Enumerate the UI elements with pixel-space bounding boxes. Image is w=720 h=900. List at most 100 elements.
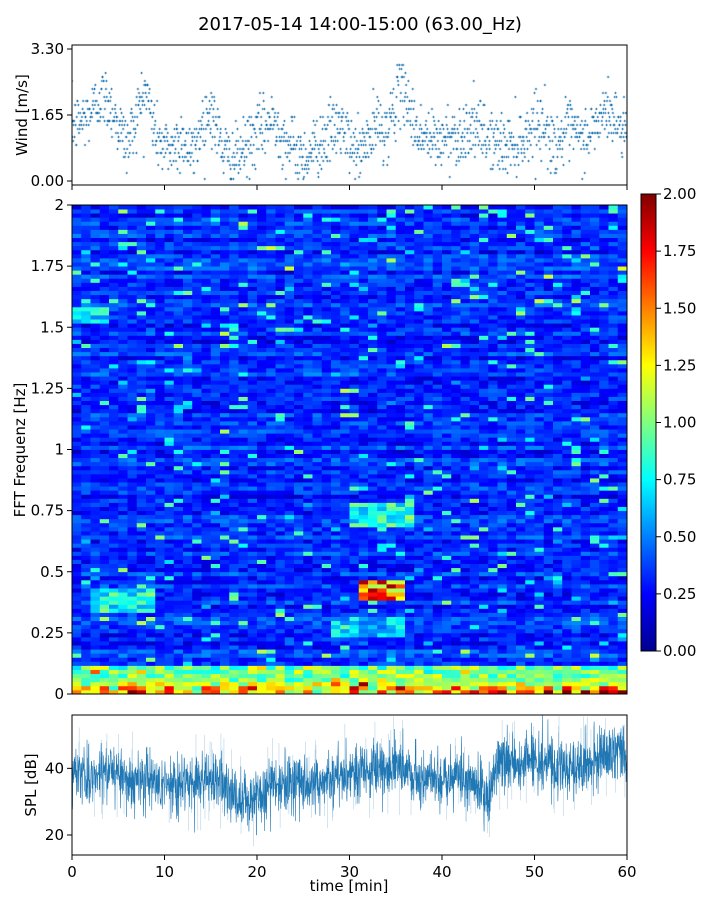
spectrogram-cell <box>90 641 101 646</box>
spectrogram-cell <box>136 319 147 324</box>
spectrogram-cell <box>294 412 304 418</box>
spectrogram-cell <box>377 518 387 524</box>
spectrogram-cell <box>229 653 239 658</box>
spectrogram-cell <box>109 441 119 446</box>
spectrogram-cell <box>201 669 212 675</box>
spectrogram-cell <box>331 571 341 577</box>
spectrogram-cell <box>229 596 239 601</box>
spectrogram-cell <box>146 241 156 247</box>
spectrogram-cell <box>414 363 424 369</box>
spectrogram-cell <box>136 257 147 263</box>
spectrogram-cell <box>358 429 369 434</box>
spectrogram-cell <box>81 539 91 544</box>
spectrogram-cell <box>358 600 369 605</box>
spectrogram-cell <box>303 335 313 340</box>
spectrogram-cell <box>257 335 267 340</box>
spectrogram-cell <box>386 673 397 679</box>
spectrogram-cell <box>201 604 212 609</box>
spectrogram-cell <box>238 274 249 279</box>
spectrogram-cell <box>414 400 424 406</box>
spectrogram-cell <box>368 465 378 471</box>
spectrogram-cell <box>442 669 452 675</box>
spectrogram-cell <box>340 469 350 475</box>
spectrogram-cell <box>451 657 461 662</box>
spectrogram-cell <box>192 636 202 642</box>
spectrogram-cell <box>358 217 369 222</box>
spectrogram-cell <box>183 416 193 422</box>
spectrogram-cell <box>294 449 304 454</box>
spectrogram-cell <box>275 588 286 593</box>
spectrogram-cell <box>90 359 101 365</box>
spectrogram-cell <box>136 412 147 418</box>
spectrogram-cell <box>109 400 119 406</box>
spectrogram-cell <box>164 567 175 573</box>
spectrogram-cell <box>294 388 304 393</box>
spectrogram-cell <box>173 233 184 238</box>
spectrogram-cell <box>275 482 286 487</box>
spectrogram-cell <box>220 645 230 650</box>
spectrogram-cell <box>81 327 91 332</box>
spectrogram-cell <box>405 600 415 605</box>
spectrogram-cell <box>247 404 258 410</box>
spectrogram-cell <box>451 685 461 691</box>
spectrogram-cell <box>99 506 110 512</box>
spectrogram-cell <box>423 388 434 393</box>
spectrogram-cell <box>118 457 128 463</box>
spectrogram-cell <box>183 510 193 516</box>
spectrogram-cell <box>257 669 267 675</box>
spectrogram-cell <box>247 396 258 401</box>
spectrogram-cell <box>358 392 369 397</box>
spectrogram-cell <box>395 209 406 214</box>
spectrogram-cell <box>109 245 119 251</box>
spectrogram-cell <box>331 526 341 532</box>
spectrogram-cell <box>118 596 128 601</box>
spectrogram-cell <box>349 498 360 503</box>
spectrogram-cell <box>81 510 91 516</box>
spectrogram-cell <box>294 596 304 601</box>
spectrogram-cell <box>164 502 175 507</box>
spectrogram-cell <box>358 657 369 662</box>
spectrogram-cell <box>72 213 82 218</box>
spectrogram-cell <box>201 339 212 344</box>
spectrogram-cell <box>210 689 221 695</box>
spectrogram-cell <box>210 396 221 401</box>
spectrogram-cell <box>349 559 360 564</box>
spectrogram-cell <box>405 624 415 630</box>
spectrogram-cell <box>321 335 332 340</box>
spectrogram-cell <box>220 669 230 675</box>
spectrogram-cell <box>99 221 110 226</box>
spectrogram-cell <box>146 575 156 581</box>
spectrogram-cell <box>183 319 193 324</box>
spectrogram-cell <box>405 286 415 291</box>
spectrogram-cell <box>229 274 239 279</box>
spectrogram-cell <box>451 494 461 499</box>
spectrogram-cell <box>247 425 258 430</box>
spectrogram-cell <box>275 567 286 573</box>
spectrogram-cell <box>201 482 212 487</box>
spectrogram-cell <box>377 522 387 528</box>
spectrogram-cell <box>266 249 276 255</box>
spectrogram-cell <box>432 368 443 373</box>
spectrogram-cell <box>220 217 230 222</box>
spectrogram-cell <box>127 237 138 243</box>
spectrogram-cell <box>432 274 443 279</box>
spectrogram-cell <box>423 559 434 564</box>
spectrogram-cell <box>266 380 276 385</box>
spectrogram-cell <box>266 514 276 520</box>
spectrogram-cell <box>90 331 101 336</box>
spectrogram-cell <box>90 339 101 344</box>
spectrogram-cell <box>247 400 258 406</box>
spectrogram-cell <box>358 302 369 308</box>
spectrogram-cell <box>432 327 443 332</box>
spectrogram-cell <box>358 575 369 581</box>
spectrogram-cell <box>118 473 128 479</box>
spectrogram-cell <box>99 331 110 336</box>
spectrogram-cell <box>266 486 276 491</box>
spectrogram-cell <box>349 335 360 340</box>
spectrogram-cell <box>238 453 249 459</box>
spectrogram-cell <box>127 257 138 263</box>
spectrogram-cell <box>238 653 249 658</box>
spectrogram-cell <box>173 437 184 442</box>
spectrogram-cell <box>266 465 276 471</box>
spectrogram-cell <box>386 388 397 393</box>
